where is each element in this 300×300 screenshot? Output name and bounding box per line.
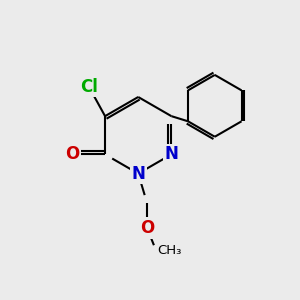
Text: N: N [164, 146, 178, 164]
Text: Cl: Cl [80, 78, 98, 96]
Text: N: N [131, 165, 145, 183]
Text: O: O [66, 146, 80, 164]
Text: O: O [140, 219, 154, 237]
Text: CH₃: CH₃ [158, 244, 182, 256]
